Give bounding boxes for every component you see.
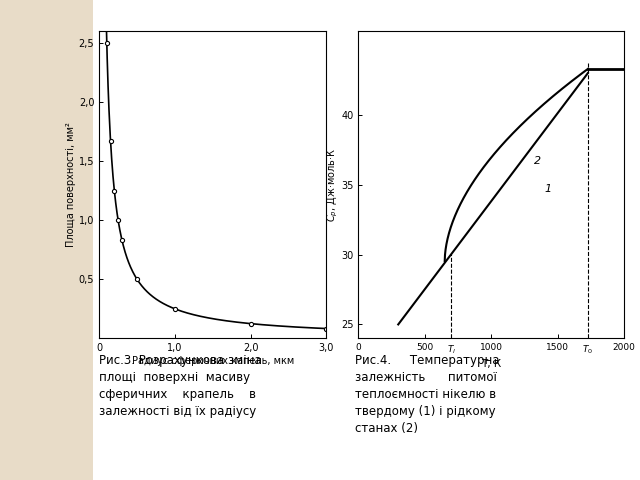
Text: 1: 1 xyxy=(545,184,552,194)
Y-axis label: $C_p$, Дж·моль·К: $C_p$, Дж·моль·К xyxy=(325,148,340,222)
X-axis label: Радиус сферичних капель, мкм: Радиус сферичних капель, мкм xyxy=(132,356,294,366)
Y-axis label: Площа поверхності, мм²: Площа поверхності, мм² xyxy=(66,122,76,247)
X-axis label: T, К: T, К xyxy=(481,359,501,369)
Text: Рис.3. Розрахункова зміна
площі  поверхні  масиву
сфеpичних    крапель    в
зале: Рис.3. Розрахункова зміна площі поверхні… xyxy=(99,354,262,418)
Text: 2: 2 xyxy=(534,156,541,166)
Text: Рис.4.     Температурна
залежність      питомої
теплоємності нікелю в
твердому (: Рис.4. Температурна залежність питомої т… xyxy=(355,354,500,435)
